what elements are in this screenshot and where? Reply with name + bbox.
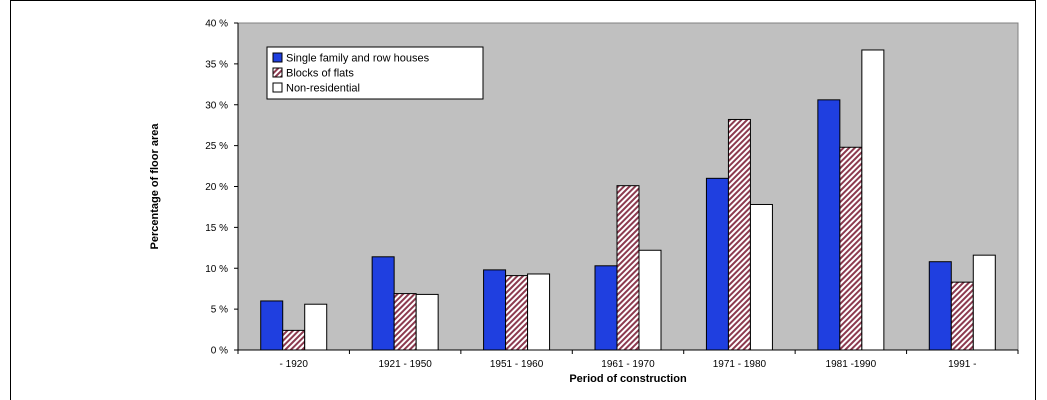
bar-3-2 — [415, 293, 439, 351]
bar-1-5 — [705, 177, 729, 351]
x-tick-label: 1991 - — [948, 359, 976, 370]
bar-3-3 — [527, 273, 551, 351]
y-axis-title: Percentage of floor area — [149, 123, 161, 250]
bar-1-7 — [928, 261, 952, 351]
bar-3-5 — [749, 203, 773, 351]
y-tick-labels: 0 % 5 % 10 % 15 % 20 % 25 % 30 % 35 % 40 % — [205, 19, 228, 357]
legend-box — [266, 46, 484, 100]
x-tick-label: 1961 - 1970 — [601, 359, 655, 370]
legend-swatch-2 — [272, 67, 283, 78]
y-tick-label: 20 % — [205, 182, 228, 193]
x-axis-title: Period of construction — [569, 373, 687, 385]
x-tick-label: - 1920 — [280, 359, 309, 370]
bar-1-4 — [594, 265, 618, 351]
x-tick-label: 1971 - 1980 — [713, 359, 767, 370]
legend-label-3: Non-residential — [286, 83, 360, 95]
y-tick-label: 10 % — [205, 264, 228, 275]
x-tick-label: 1921 - 1950 — [378, 359, 432, 370]
bar-3-4 — [638, 249, 662, 351]
legend: Single family and row houses Blocks of fl… — [266, 46, 484, 100]
bar-2-2 — [393, 293, 417, 351]
bars-group — [260, 49, 996, 351]
bar-2-5 — [727, 118, 751, 351]
y-tick-label: 5 % — [211, 305, 228, 316]
bar-1-6 — [817, 99, 841, 351]
x-tick-label: 1951 - 1960 — [490, 359, 544, 370]
bar-2-7 — [950, 281, 974, 351]
x-tick-label: 1981 -1990 — [826, 359, 877, 370]
bar-2-1 — [282, 329, 306, 351]
bar-3-6 — [861, 49, 885, 351]
bar-1-1 — [260, 300, 284, 351]
bar-2-6 — [839, 146, 863, 351]
legend-swatch-3 — [272, 82, 283, 93]
bar-3-7 — [972, 254, 996, 351]
y-tick-label: 40 % — [205, 19, 228, 30]
bar-1-3 — [483, 269, 507, 351]
y-tick-label: 25 % — [205, 141, 228, 152]
y-tick-label: 30 % — [205, 100, 228, 111]
bar-2-3 — [505, 275, 529, 351]
bar-1-2 — [371, 256, 395, 351]
legend-swatch-1 — [272, 52, 283, 63]
x-tick-labels: - 1920 1921 - 1950 1951 - 1960 1961 - 1970 1… — [280, 359, 977, 370]
bar-2-4 — [616, 185, 640, 351]
y-tick-label: 0 % — [211, 346, 228, 357]
legend-label-2: Blocks of flats — [286, 68, 354, 80]
axes-group — [234, 22, 1019, 354]
legend-label-1: Single family and row houses — [286, 53, 430, 65]
y-tick-label: 35 % — [205, 59, 228, 70]
y-tick-label: 15 % — [205, 223, 228, 234]
bar-3-1 — [304, 303, 328, 351]
